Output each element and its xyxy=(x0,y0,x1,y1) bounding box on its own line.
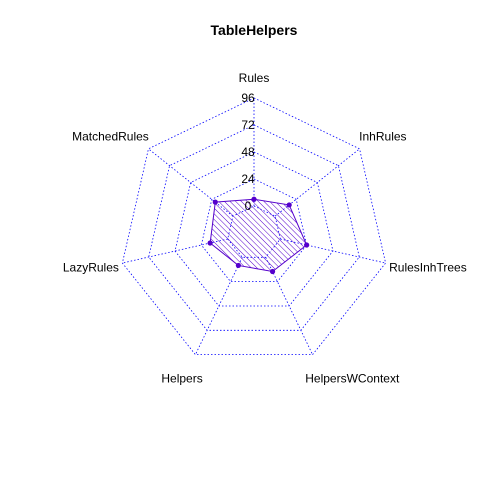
data-point xyxy=(251,196,257,202)
grid-ring xyxy=(174,151,334,307)
data-point xyxy=(269,268,276,275)
data-point xyxy=(304,242,310,248)
tick-label: 24 xyxy=(241,172,255,186)
grid xyxy=(121,97,387,356)
chart-title: TableHelpers xyxy=(211,22,298,38)
tick-label: 48 xyxy=(241,145,255,159)
data-point xyxy=(212,199,218,205)
tick-label: 72 xyxy=(241,118,255,132)
series-outline xyxy=(209,198,308,273)
axis-label: RulesInhTrees xyxy=(389,260,467,274)
axis-label: HelpersWContext xyxy=(305,372,400,386)
axis-label: LazyRules xyxy=(63,260,119,274)
tick-label: 96 xyxy=(241,91,255,105)
data-point xyxy=(207,240,213,246)
axis-label: InhRules xyxy=(359,129,406,143)
data-point xyxy=(235,262,241,269)
data-point xyxy=(286,202,292,208)
grid-ring xyxy=(121,97,387,356)
axis-label: Rules xyxy=(239,71,270,85)
axis-spoke xyxy=(195,257,243,355)
grid-ring xyxy=(200,178,308,283)
series-layer xyxy=(207,196,310,275)
series-area xyxy=(210,199,307,272)
axis-label: MatchedRules xyxy=(72,129,149,143)
axis-labels: Rules InhRules RulesInhTrees HelpersWContex… xyxy=(63,71,467,386)
axis-label: Helpers xyxy=(161,372,202,386)
grid-ring xyxy=(148,124,360,331)
tick-label: 0 xyxy=(245,199,252,213)
tick-labels: 0 24 48 72 96 xyxy=(241,91,255,213)
